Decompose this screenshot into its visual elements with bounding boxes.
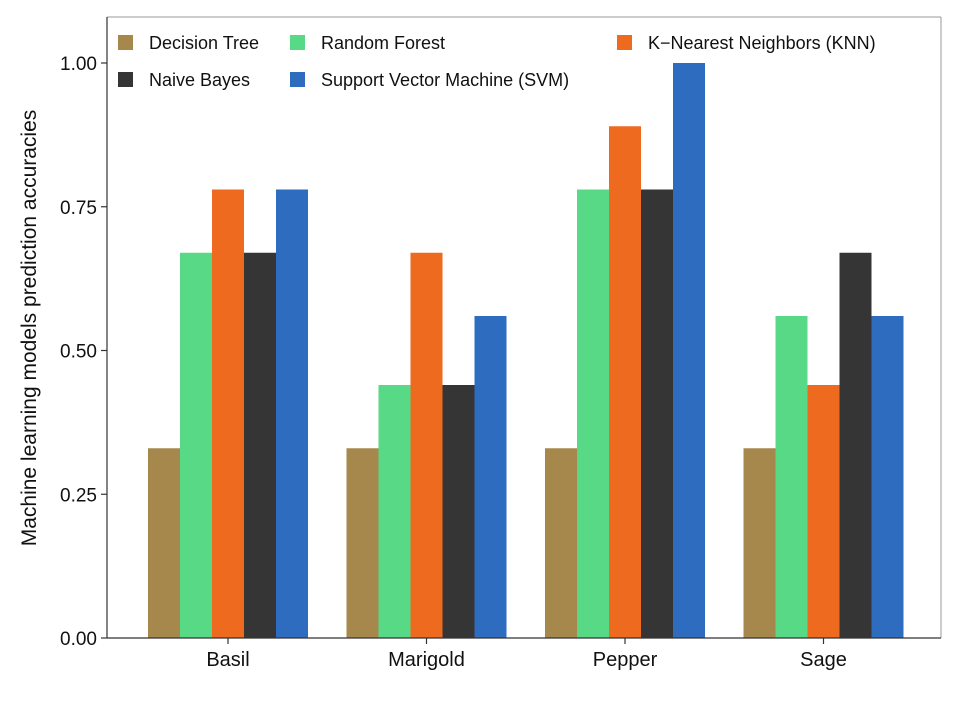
legend-item: Naive Bayes (118, 70, 250, 90)
x-tick-label: Basil (206, 649, 249, 671)
y-tick-label: 0.25 (60, 485, 97, 506)
y-tick-label: 0.50 (60, 342, 97, 363)
legend-swatch (118, 72, 133, 87)
x-axis: Basil Marigold Pepper Sage (107, 637, 941, 671)
bar-sage-k-nearest-neighbors-knn (807, 385, 840, 638)
legend-label: Naive Bayes (149, 70, 250, 90)
bars-group (148, 63, 904, 638)
legend-item: Support Vector Machine (SVM) (290, 70, 569, 90)
x-tick-label: Pepper (593, 649, 658, 671)
legend-item: Random Forest (290, 33, 445, 53)
legend-swatch (290, 35, 305, 50)
bar-pepper-k-nearest-neighbors-knn (609, 126, 641, 638)
legend-item: K−Nearest Neighbors (KNN) (617, 33, 876, 53)
bar-sage-decision-tree (743, 448, 776, 638)
bar-marigold-random-forest (378, 385, 411, 638)
bar-pepper-random-forest (577, 189, 609, 638)
bar-sage-naive-bayes (839, 252, 872, 638)
bar-basil-decision-tree (148, 448, 180, 638)
bar-basil-naive-bayes (244, 252, 276, 638)
legend-swatch (617, 35, 632, 50)
legend: Decision Tree Random Forest K−Nearest Neig… (118, 33, 876, 90)
y-axis: 0.00 0.25 0.50 0.75 1.00 (60, 17, 108, 650)
bar-sage-random-forest (775, 316, 808, 638)
bar-pepper-decision-tree (545, 448, 577, 638)
bar-basil-k-nearest-neighbors-knn (212, 189, 244, 638)
bar-pepper-support-vector-machine-svm (673, 63, 705, 638)
legend-label: K−Nearest Neighbors (KNN) (648, 33, 876, 53)
plot-frame (107, 16, 942, 638)
legend-label: Support Vector Machine (SVM) (321, 70, 569, 90)
y-tick-label: 1.00 (60, 54, 97, 75)
bar-basil-support-vector-machine-svm (276, 189, 308, 638)
y-tick-label: 0.75 (60, 198, 97, 219)
x-tick-label: Marigold (388, 649, 465, 671)
legend-swatch (118, 35, 133, 50)
bar-marigold-support-vector-machine-svm (474, 316, 507, 638)
y-tick-label: 0.00 (60, 629, 97, 650)
legend-item: Decision Tree (118, 33, 259, 53)
legend-label: Decision Tree (149, 33, 259, 53)
legend-label: Random Forest (321, 33, 445, 53)
bar-marigold-decision-tree (346, 448, 379, 638)
y-axis-title: Machine learning models prediction accur… (18, 110, 41, 547)
bar-sage-support-vector-machine-svm (871, 316, 904, 638)
bar-basil-random-forest (180, 252, 212, 638)
x-tick-label: Sage (800, 649, 847, 671)
bar-marigold-naive-bayes (442, 385, 475, 638)
bar-marigold-k-nearest-neighbors-knn (410, 252, 443, 638)
legend-swatch (290, 72, 305, 87)
bar-pepper-naive-bayes (641, 189, 673, 638)
